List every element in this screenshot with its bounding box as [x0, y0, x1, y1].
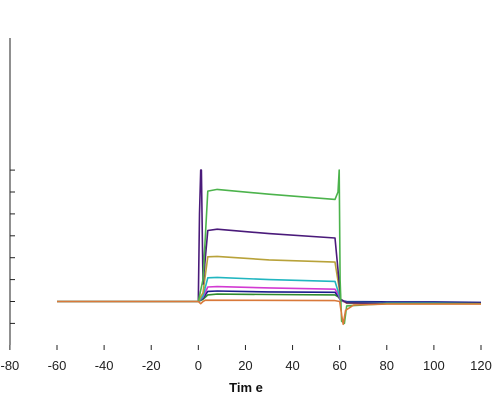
- x-tick-label: 120: [470, 358, 492, 373]
- x-tick-label: -20: [142, 358, 161, 373]
- x-tick-label: 20: [238, 358, 252, 373]
- x-tick-label: -40: [95, 358, 114, 373]
- series-line-4: [57, 276, 482, 305]
- series-line-8: [57, 299, 481, 326]
- x-tick-label: 80: [380, 358, 394, 373]
- series-line-6: [57, 169, 481, 305]
- plot-area: [57, 169, 482, 326]
- x-tick-label: -60: [48, 358, 67, 373]
- x-tick-label: 40: [285, 358, 299, 373]
- x-tick-label: 0: [195, 358, 202, 373]
- x-tick-label: 60: [332, 358, 346, 373]
- y-axis-ticks: [10, 169, 15, 324]
- x-axis-title: Tim e: [229, 380, 263, 395]
- x-axis-ticks: -80 -60 -40 -20 0 20 40 60 80 100 120: [0, 345, 492, 373]
- x-tick-label: 100: [423, 358, 445, 373]
- x-tick-label: -80: [0, 358, 19, 373]
